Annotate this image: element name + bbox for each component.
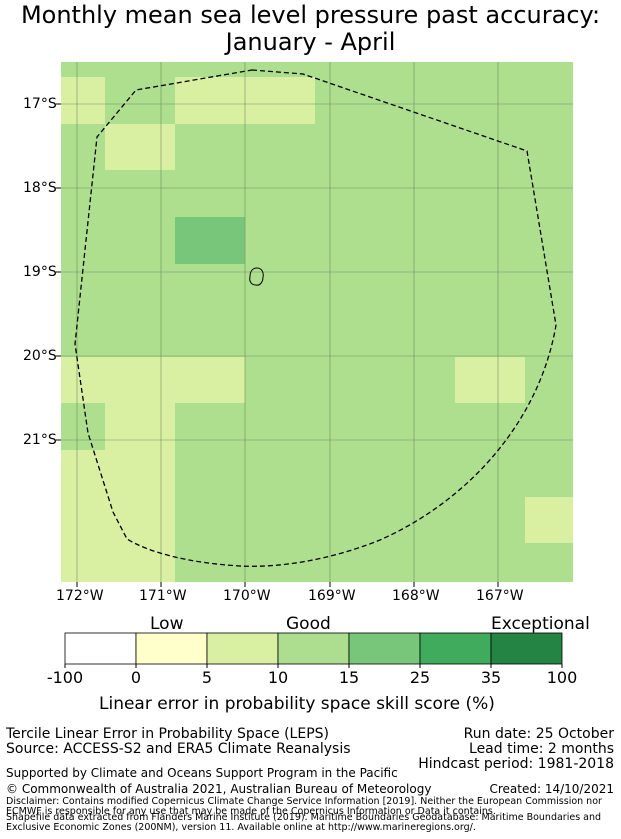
colorbar-tick-label: 25 [409,668,431,687]
colorbar-axis-label: Linear error in probability space skill … [99,694,495,714]
legend-category-good: Good [286,614,331,634]
gridlines [61,62,573,582]
lat-tick-label: 18°S [23,180,57,196]
lon-tick-label: 169°W [308,588,356,604]
lon-tick-label: 171°W [139,588,187,604]
legend-category-low: Low [150,614,184,634]
colorbar-tick-label: 10 [267,668,289,687]
colorbar-tick-label: 35 [480,668,502,687]
grid-cell [105,124,175,170]
colorbar-tick-label: 100 [546,668,578,687]
eez-boundary [74,69,557,567]
grid-cell [525,497,573,543]
lon-tick-label: 168°W [392,588,440,604]
grid-cell [61,450,175,582]
colorbar-tick-label: 15 [338,668,360,687]
footer-support: Supported by Climate and Oceans Support … [6,766,398,780]
island-outline [249,267,264,286]
colorbar-tick-label: -100 [46,668,84,687]
footer-source: Source: ACCESS-S2 and ERA5 Climate Reana… [6,741,351,757]
lon-tick-label: 170°W [223,588,271,604]
colorbar-bin [64,632,137,665]
lon-tick-label: 172°W [56,588,104,604]
lat-tick-label: 19°S [23,264,57,280]
grid-cell [61,357,245,403]
grid-cell [61,77,105,124]
chart-title-line2: January - April [225,28,396,56]
grid-cell [455,357,525,403]
footer-shapefile-line2: Exclusive Economic Zones (200NM), versio… [6,822,476,833]
footer-disclaimer-line2: ECMWF is responsible for any use that ma… [6,806,496,817]
lat-tick-label: 17°S [23,96,57,112]
colorbar-bin [277,632,350,665]
colorbar-bin [206,632,279,665]
lon-tick-label: 167°W [476,588,524,604]
legend-category-exceptional: Exceptional [491,614,590,634]
lat-tick-label: 20°S [23,348,57,364]
colorbar-bin [419,632,492,665]
colorbar-tick-label: 5 [201,668,213,687]
chart-title-line1: Monthly mean sea level pressure past acc… [20,1,601,29]
footer-hindcast-period: Hindcast period: 1981-2018 [418,756,614,772]
lat-tick-label: 21°S [23,432,57,448]
axis-ticks [56,103,499,587]
high-skill-cell [175,217,245,264]
footer-disclaimer-line1: Disclaimer: Contains modified Copernicus… [6,796,602,807]
footer-created: Created: 14/10/2021 [489,782,614,796]
footer-run-date: Run date: 25 October [463,726,614,742]
colorbar [64,632,563,668]
colorbar-bin [135,632,208,665]
colorbar-tick-label: 0 [130,668,142,687]
footer-copyright: © Commonwealth of Australia 2021, Austra… [6,782,432,796]
footer-lead-time: Lead time: 2 months [469,741,614,757]
footer-method: Tercile Linear Error in Probability Spac… [6,726,329,742]
colorbar-bin [348,632,421,665]
colorbar-bin [490,632,563,665]
grid-cell [105,403,175,450]
footer-shapefile-line1: Shapefile data extracted from Flanders M… [6,812,602,823]
